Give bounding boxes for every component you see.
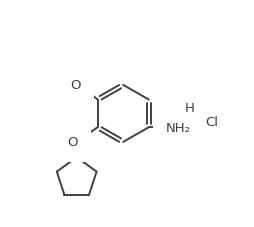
Text: O: O xyxy=(71,79,81,92)
Text: Cl: Cl xyxy=(205,115,218,128)
Text: H: H xyxy=(185,102,195,115)
Text: NH₂: NH₂ xyxy=(166,121,191,134)
Text: O: O xyxy=(68,136,78,149)
